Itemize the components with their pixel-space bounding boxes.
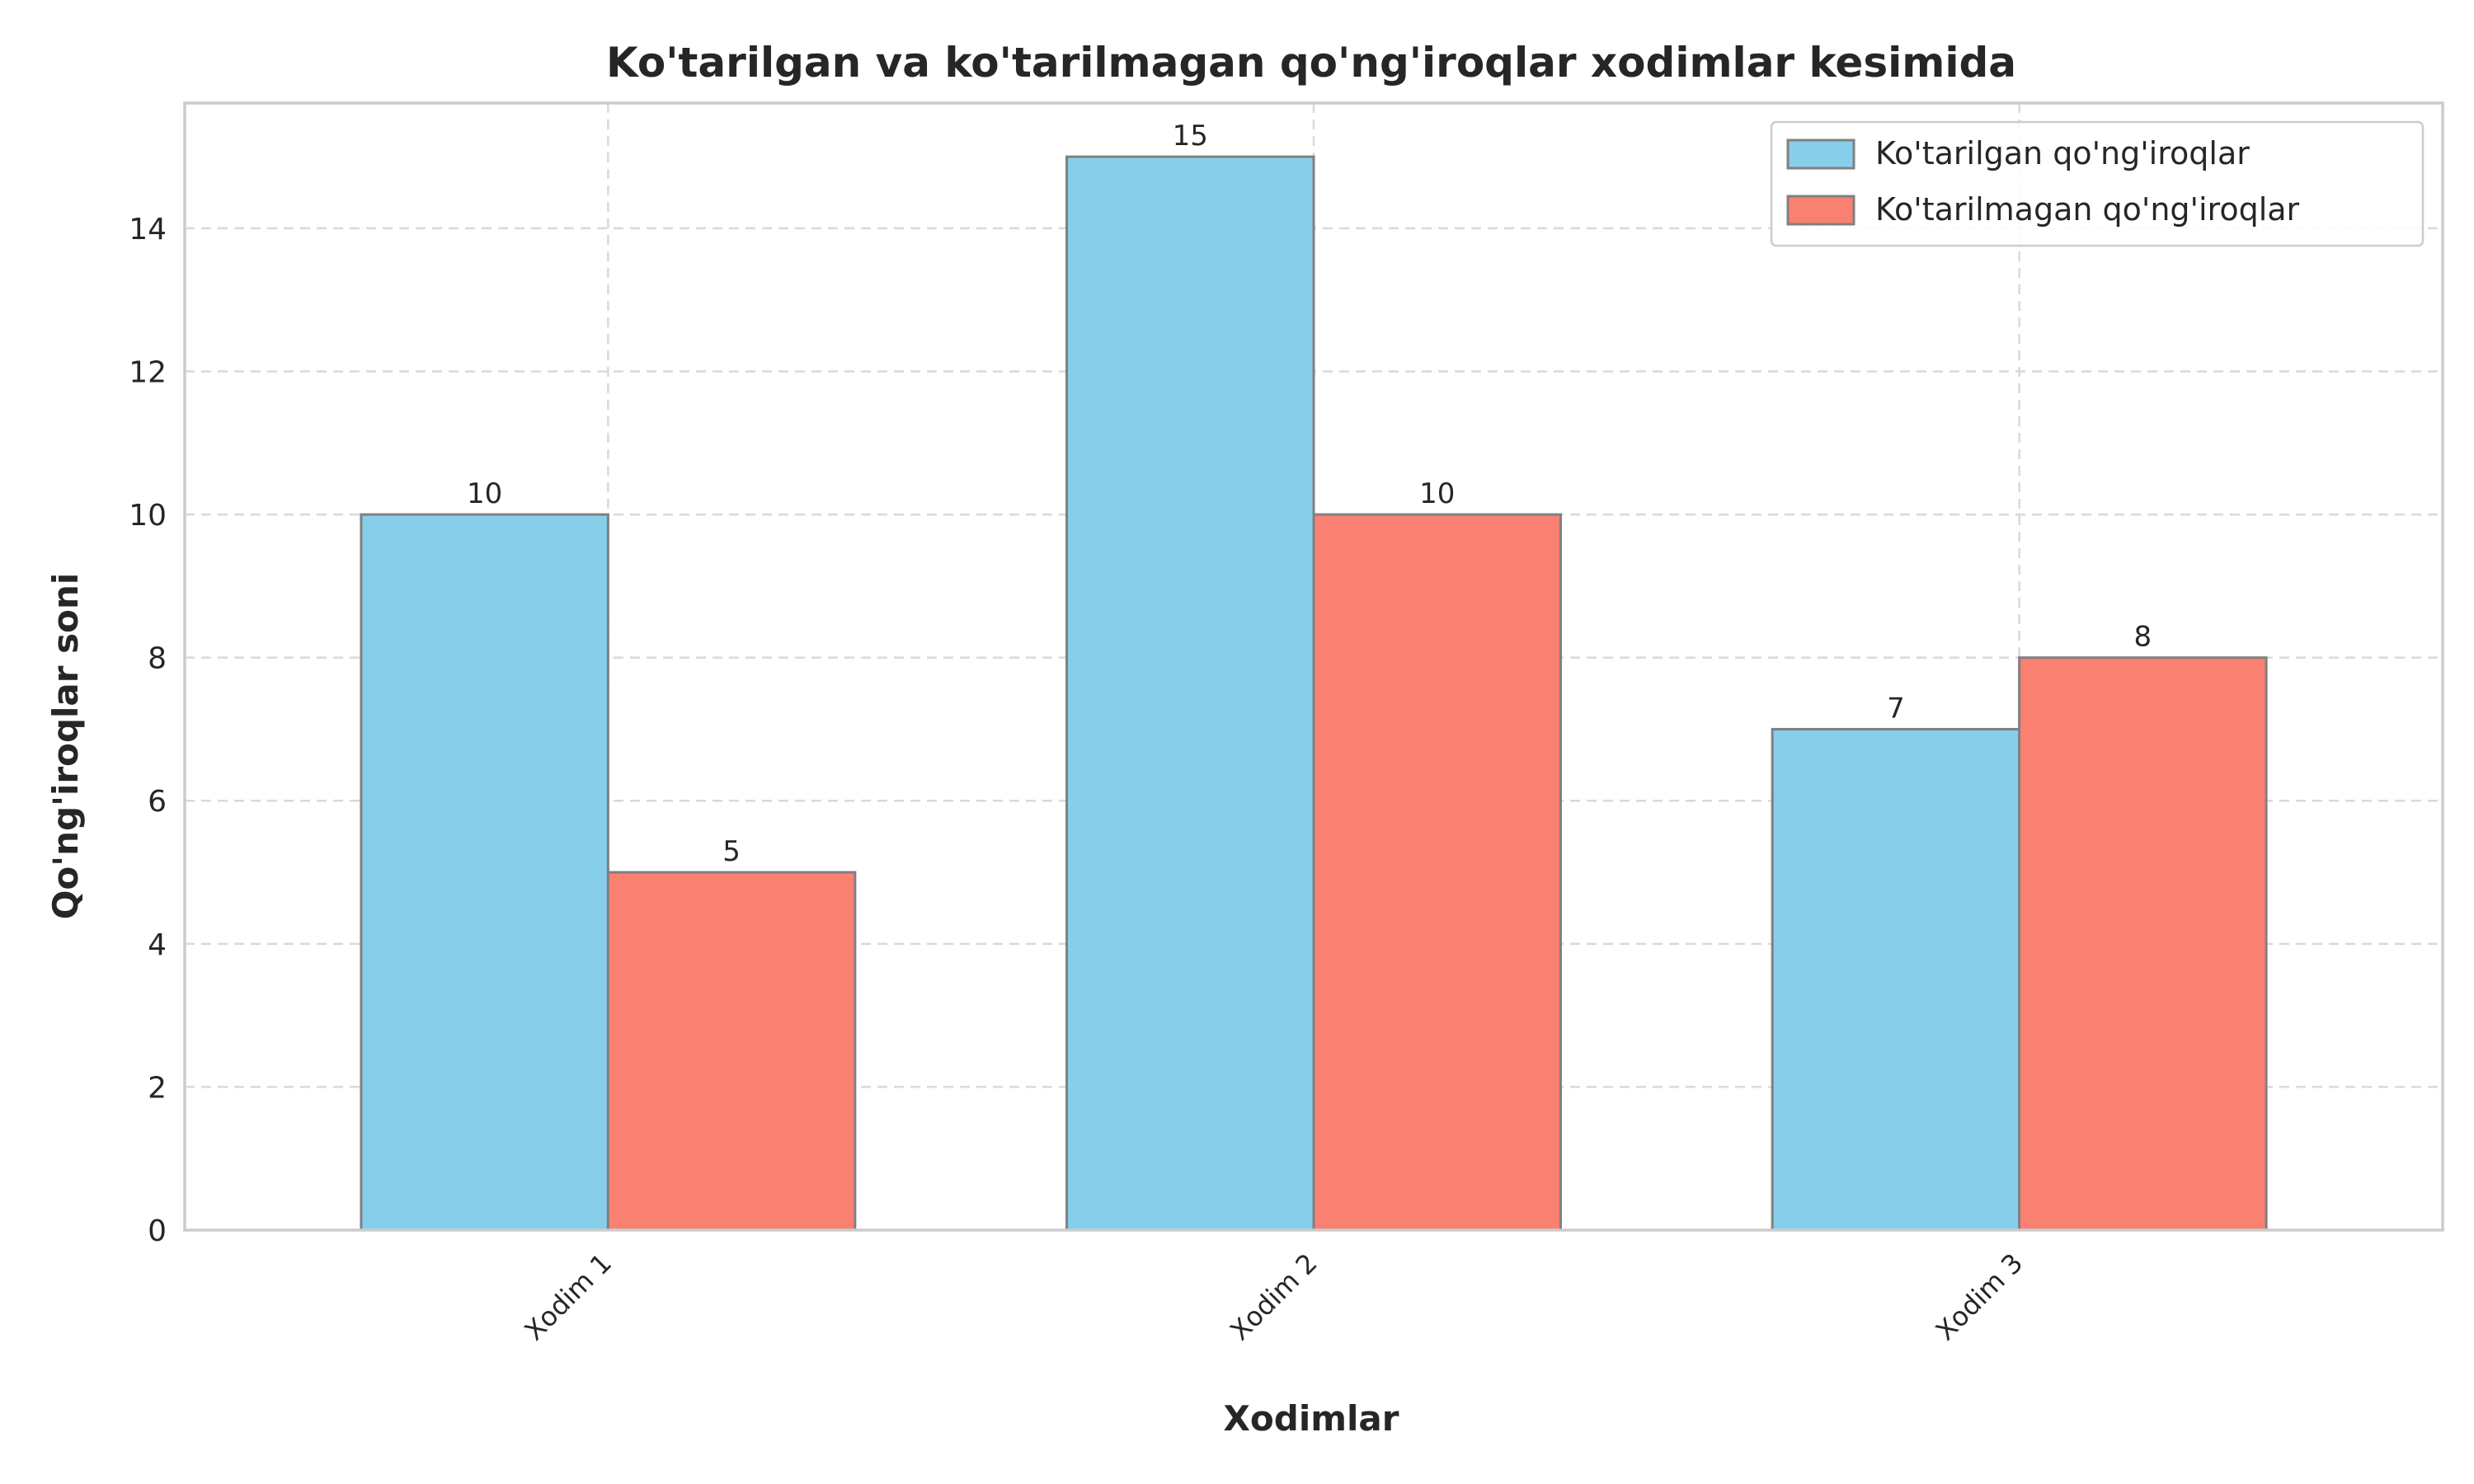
legend-label-series-1: Ko'tarilgan qo'ng'iroqlar [1875, 135, 2250, 171]
plot-frame [183, 101, 2444, 1232]
bar-series-2-1 [606, 871, 857, 1232]
y-tick-label: 0 [148, 1214, 167, 1248]
bar-series-2-2 [1312, 513, 1562, 1232]
legend-label-series-2: Ko'tarilmagan qo'ng'iroqlar [1875, 191, 2300, 228]
bar-series-2-3 [2018, 656, 2268, 1232]
bar-series-1-2 [1065, 155, 1315, 1232]
y-tick-label: 6 [148, 785, 167, 819]
value-label-series-2-3: 8 [2134, 621, 2152, 654]
legend-box [1770, 120, 2425, 247]
y-axis-label: Qo'ng'iroqlar soni [45, 573, 86, 920]
bar-series-1-1 [360, 513, 609, 1232]
y-tick-label: 2 [148, 1071, 167, 1105]
value-labels: 10 15 7 5 10 8 [467, 120, 2152, 868]
y-tick-label: 14 [129, 213, 167, 247]
y-tick-label: 4 [148, 928, 167, 962]
y-tick-label: 12 [129, 355, 167, 389]
value-label-series-2-1: 5 [722, 835, 741, 868]
bar-series-1-3 [1771, 727, 2021, 1232]
legend-swatch-series-2 [1786, 195, 1856, 226]
value-label-series-1-3: 7 [1887, 692, 1905, 725]
value-label-series-1-2: 15 [1173, 120, 1208, 153]
y-tick-label: 8 [148, 642, 167, 676]
x-axis-ticks: Xodim 1 Xodim 2 Xodim 3 [519, 1247, 2030, 1346]
x-tick-label: Xodim 1 [519, 1247, 618, 1346]
value-label-series-1-1: 10 [467, 477, 502, 510]
bars [360, 155, 2268, 1232]
chart-title: Ko'tarilgan va ko'tarilmagan qo'ng'iroql… [606, 39, 2016, 87]
y-axis-ticks: 0 2 4 6 8 10 12 14 [129, 213, 167, 1248]
value-label-series-2-2: 10 [1419, 477, 1455, 510]
x-axis-label: Xodimlar [1224, 1398, 1399, 1439]
y-tick-label: 10 [129, 499, 167, 533]
legend: Ko'tarilgan qo'ng'iroqlar Ko'tarilmagan … [1770, 120, 2425, 247]
x-tick-label: Xodim 2 [1224, 1247, 1323, 1346]
legend-swatch-series-1 [1786, 139, 1856, 170]
x-tick-label: Xodim 3 [1930, 1247, 2029, 1346]
